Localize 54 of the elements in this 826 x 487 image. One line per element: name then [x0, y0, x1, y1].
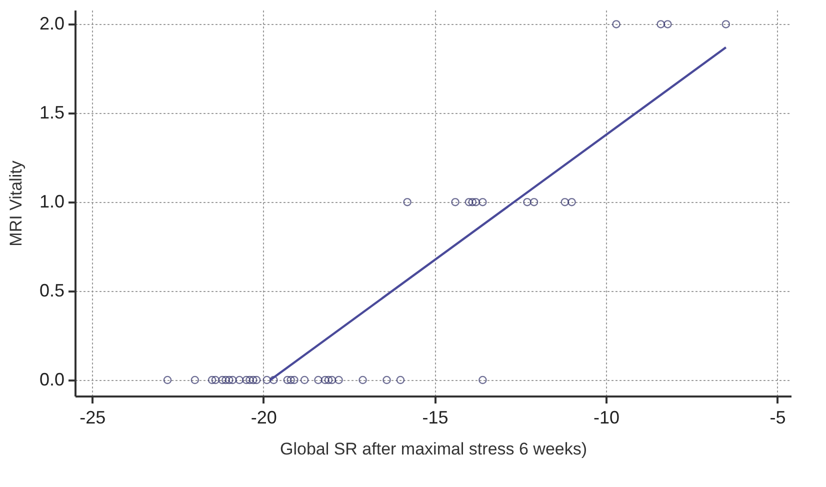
x-axis-title: Global SR after maximal stress 6 weeks)	[280, 440, 588, 458]
x-tick-label: -15	[422, 408, 448, 428]
point	[283, 376, 292, 384]
point	[468, 198, 477, 206]
point	[300, 376, 309, 384]
point	[208, 376, 216, 384]
point	[568, 198, 576, 206]
point	[451, 198, 460, 206]
point	[523, 198, 532, 206]
point	[560, 198, 570, 206]
point	[211, 376, 220, 384]
point	[218, 376, 226, 384]
point	[358, 376, 367, 384]
point	[478, 376, 487, 384]
x-tick-label: -5	[770, 408, 786, 428]
point	[222, 376, 230, 384]
point	[472, 198, 480, 206]
point	[286, 376, 295, 384]
y-tick-label: 2.0	[39, 14, 64, 34]
y-axis-title: MRI Vitality	[6, 160, 26, 246]
point	[656, 20, 665, 28]
point	[314, 376, 322, 384]
y-tick-label: 1.5	[39, 102, 64, 123]
y-tick-label: 0.0	[39, 369, 64, 390]
point	[403, 198, 412, 206]
x-tick-label: -25	[80, 408, 106, 428]
point	[464, 198, 474, 206]
point	[530, 198, 538, 206]
point	[664, 20, 672, 28]
point	[249, 376, 258, 384]
point	[320, 376, 330, 384]
point	[722, 20, 730, 28]
point	[328, 376, 336, 384]
y-tick-label: 1.0	[39, 192, 64, 212]
point	[228, 376, 237, 384]
y-tick-label: 0.5	[39, 280, 64, 301]
point	[246, 376, 254, 384]
point	[270, 376, 278, 384]
point	[242, 376, 250, 384]
point	[290, 376, 298, 384]
point	[262, 376, 271, 384]
point	[612, 20, 620, 28]
point	[396, 376, 405, 384]
point	[252, 376, 261, 384]
point	[235, 376, 244, 384]
point	[163, 376, 172, 384]
point	[334, 376, 343, 384]
point	[324, 376, 333, 384]
point	[478, 198, 487, 206]
point	[225, 376, 234, 384]
x-tick-label: -20	[250, 408, 277, 428]
point	[382, 376, 391, 384]
point	[190, 376, 200, 384]
x-tick-label: -10	[593, 408, 620, 428]
